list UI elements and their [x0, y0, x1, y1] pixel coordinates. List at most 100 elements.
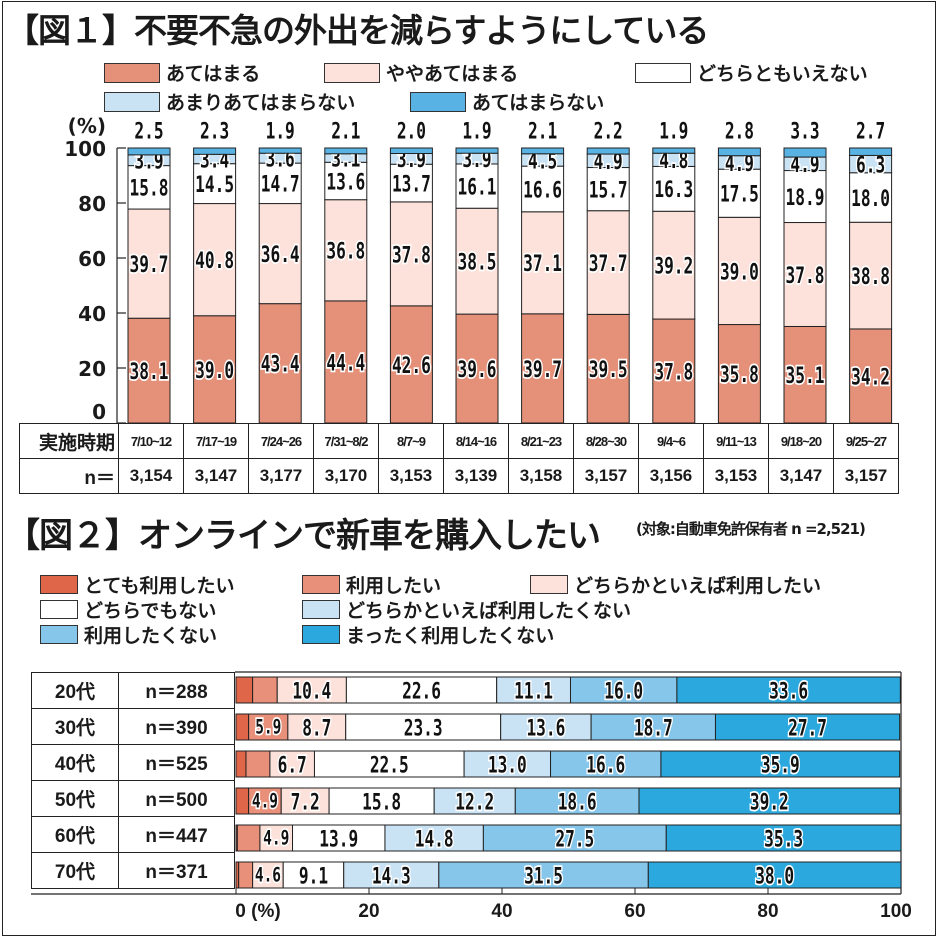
bar-segment	[652, 210, 696, 320]
age-cell: 70代	[31, 852, 119, 889]
y-axis-unit: (%)	[67, 114, 106, 138]
data-label: 13.6	[326, 169, 365, 195]
data-label: 14.7	[261, 171, 300, 197]
figure1-table: 実施時期 7/10~12 7/17~19 7/24~26 7/31~8/2 8/7~9 8…	[19, 423, 899, 494]
n-cell: 3,147	[768, 458, 834, 494]
bar-segment	[252, 861, 284, 889]
data-label: 18.7	[634, 715, 673, 741]
data-label: 2.5	[134, 118, 163, 144]
data-label: 2.1	[528, 118, 557, 144]
fig2-legend-item: まったく利用したくない	[302, 621, 554, 648]
bar-segment	[660, 750, 901, 778]
data-label: 2.7	[856, 118, 885, 144]
bar-segment	[550, 750, 662, 778]
data-label: 35.1	[786, 363, 825, 389]
bar-segment	[252, 676, 278, 704]
bar-segment	[389, 305, 433, 424]
legend-swatch	[410, 91, 466, 112]
bar-segment	[235, 787, 250, 815]
bar-segment	[236, 824, 261, 852]
period-cell: 7/31~8/2	[313, 423, 379, 459]
legend-label: とても利用したい	[84, 575, 235, 597]
age-cell: 50代	[31, 780, 119, 817]
data-label: 37.7	[589, 250, 628, 276]
n-cell: 3,139	[443, 458, 509, 494]
data-label: 3.3	[790, 118, 819, 144]
data-label: 13.7	[392, 171, 431, 197]
bar-segment	[590, 713, 716, 741]
bar-segment	[482, 824, 667, 852]
period-header: 実施時期	[19, 423, 119, 459]
bar-segment	[193, 203, 237, 317]
fig1-legend-item: あまりあてはまらない	[104, 88, 355, 115]
age-cell: 60代	[31, 816, 119, 853]
bar-segment	[438, 861, 649, 889]
legend-swatch	[104, 91, 160, 112]
fig2-legend-item: どちらでもない	[40, 596, 216, 623]
bar-segment	[569, 676, 678, 704]
bar-segment	[235, 713, 250, 741]
legend-swatch	[324, 62, 380, 83]
data-label: 18.0	[851, 185, 890, 211]
bar-segment	[127, 317, 171, 424]
data-label: 4.6	[255, 865, 281, 888]
data-label: 5.9	[255, 717, 281, 740]
data-label: 37.8	[786, 262, 825, 288]
n-cell: n＝390	[118, 708, 235, 745]
data-label: 36.8	[326, 238, 365, 264]
bar-segment	[248, 713, 289, 741]
data-label: 1.9	[659, 118, 688, 144]
legend-swatch	[635, 62, 691, 83]
age-cell: 30代	[31, 708, 119, 745]
bar-segment	[324, 199, 368, 302]
data-label: 9.1	[299, 863, 328, 889]
bar-segment	[324, 161, 368, 201]
data-label: 2.0	[397, 118, 426, 144]
legend-swatch	[104, 62, 160, 83]
data-label: 42.6	[392, 352, 431, 378]
legend-label: どちらかといえば利用したい	[574, 575, 822, 597]
data-label: 1.9	[266, 118, 295, 144]
legend-swatch	[302, 625, 340, 644]
period-cell: 7/17~19	[183, 423, 249, 459]
period-cell: 8/21~23	[508, 423, 574, 459]
y-tick-label: 20	[78, 357, 106, 381]
data-label: 39.0	[195, 357, 234, 383]
bar-segment	[849, 147, 893, 156]
legend-label: 利用したい	[346, 575, 442, 597]
bar-segment	[389, 147, 433, 154]
bar-segment	[235, 676, 254, 704]
bar-segment	[652, 318, 696, 424]
fig2-legend-item: 利用したくない	[40, 621, 217, 648]
bar-segment	[521, 147, 565, 155]
bar-segment	[849, 221, 893, 330]
data-label: 38.0	[755, 863, 794, 889]
fig1-legend-item: あてはまる	[104, 59, 260, 86]
bar-segment	[521, 313, 565, 424]
data-label: 18.9	[786, 184, 825, 210]
legend-label: どちらともいえない	[697, 63, 868, 85]
bar-segment	[384, 824, 484, 852]
figure2-table: 20代 n＝288 30代 n＝390 40代 n＝525 50代 n＝500 60代 n＝447…	[31, 672, 235, 889]
bar-segment	[455, 207, 499, 315]
bar-segment	[324, 300, 368, 424]
age-row: 70代 n＝371	[31, 852, 235, 889]
data-label: 36.4	[261, 242, 300, 268]
bar-segment	[258, 162, 302, 205]
bar-segment	[258, 147, 302, 154]
data-label: 16.3	[654, 177, 693, 203]
n-header: n＝	[19, 458, 119, 494]
data-label: 14.3	[372, 863, 411, 889]
data-label: 43.4	[261, 351, 300, 377]
data-label: 16.6	[586, 752, 625, 778]
x-tick-label: 100	[880, 901, 912, 922]
bar-segment	[328, 787, 435, 815]
data-label: 27.7	[788, 715, 827, 741]
x-tick-label: 0 (%)	[235, 901, 281, 922]
data-label: 34.2	[851, 364, 890, 390]
bar-segment	[343, 861, 440, 889]
period-cell: 9/25~27	[833, 423, 899, 459]
x-tick-label: 40	[491, 901, 513, 922]
legend-label: あまりあてはまらない	[166, 92, 356, 114]
